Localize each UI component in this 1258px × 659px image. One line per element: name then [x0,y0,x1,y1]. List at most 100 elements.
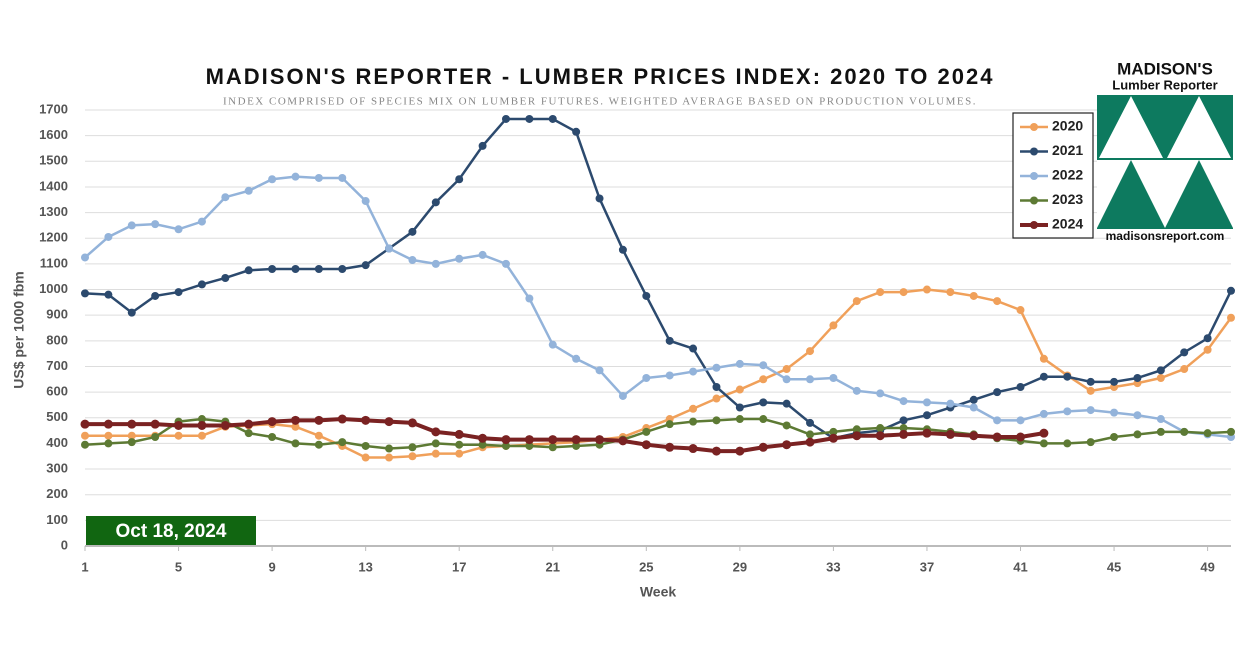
data-point [408,452,417,461]
data-point [852,431,862,441]
y-tick-label: 200 [46,486,68,501]
data-point [244,186,253,195]
legend-label: 2020 [1052,118,1083,134]
data-point [852,297,861,306]
data-point [431,449,440,458]
data-point [291,439,300,448]
y-tick-label: 700 [46,358,68,373]
data-point [969,291,978,300]
x-axis-label: Week [640,584,677,600]
data-point [712,394,721,403]
data-point [876,288,885,297]
y-tick-label: 300 [46,460,68,475]
data-point [829,321,838,330]
data-point [876,389,885,398]
data-point [759,415,768,424]
data-point [618,436,628,446]
data-point [806,347,815,356]
data-point [899,397,908,406]
data-point [806,430,815,439]
data-point [478,440,487,449]
data-point [174,225,183,234]
data-point [104,290,113,299]
y-tick-label: 500 [46,409,68,424]
data-point [338,173,347,182]
logo-triangle [1199,160,1233,228]
data-point [548,443,557,452]
legend-marker [1030,123,1038,131]
data-point [104,232,113,241]
data-point [1110,408,1119,417]
x-tick-label: 41 [1013,559,1027,574]
data-point [899,288,908,297]
data-point [127,221,136,230]
data-point [1227,427,1235,436]
x-tick-label: 9 [268,559,275,574]
x-tick-label: 13 [358,559,372,574]
data-point [385,244,394,253]
x-tick-label: 33 [826,559,840,574]
data-point [267,417,277,427]
data-point [572,127,581,136]
data-point [408,256,417,265]
legend-marker [1030,172,1038,180]
data-point [642,291,651,300]
data-point [197,431,206,440]
data-point [525,441,534,450]
legend-marker [1030,196,1038,205]
data-point [1156,366,1165,375]
data-point [1203,345,1212,354]
data-point [548,340,557,349]
data-point [268,265,277,274]
data-point [221,273,230,282]
data-point [969,431,979,441]
legend-label: 2021 [1052,142,1083,158]
data-point [361,261,370,270]
chart-title: MADISON'S REPORTER - LUMBER PRICES INDEX… [206,64,995,89]
data-point [1063,439,1072,448]
data-point [291,265,300,274]
data-point [1133,411,1142,420]
legend-label: 2022 [1052,167,1083,183]
legend-marker [1030,147,1038,156]
data-point [220,420,230,430]
data-point [431,259,440,268]
data-point [197,280,206,289]
data-point [127,438,136,447]
y-tick-label: 0 [61,537,68,552]
data-point [641,440,651,450]
data-point [197,217,206,226]
data-point [314,415,324,425]
data-point [150,419,160,429]
data-point [571,435,581,445]
data-point [665,420,674,429]
data-point [805,437,815,447]
data-point [1039,372,1048,381]
data-point [1016,306,1025,315]
data-point [1086,438,1095,447]
data-point [244,266,253,275]
data-point [1016,416,1025,425]
data-point [993,388,1002,397]
data-point [1133,430,1142,439]
data-point [945,429,955,439]
data-point [759,361,768,370]
data-point [618,391,627,400]
y-tick-label: 1700 [39,101,68,116]
data-point [1039,354,1048,363]
data-point [548,114,557,123]
data-point [735,385,744,394]
y-tick-label: 1600 [39,127,68,142]
data-point [1016,432,1026,442]
data-point [876,424,885,433]
data-point [338,438,347,447]
data-point [454,429,464,439]
data-point [828,433,838,443]
data-point [501,259,510,268]
logo-triangle [1097,160,1131,228]
data-point [501,441,510,450]
logo-triangle [1165,160,1199,228]
data-point [1133,374,1142,383]
data-point [151,220,160,229]
